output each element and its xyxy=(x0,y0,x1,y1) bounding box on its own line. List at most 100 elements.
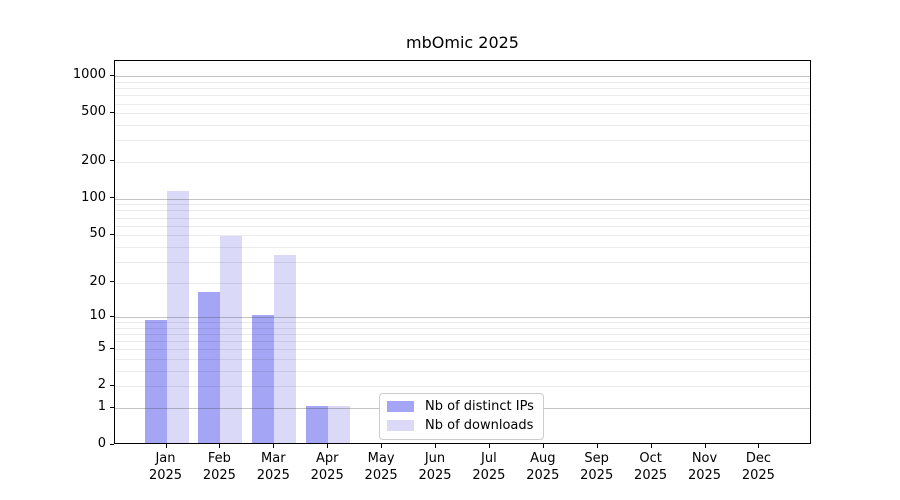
minor-gridline xyxy=(115,140,810,142)
y-tick-mark xyxy=(110,281,114,282)
minor-gridline xyxy=(115,371,810,372)
x-tick-month: Jul xyxy=(481,451,497,466)
x-tick-label: Jun 2025 xyxy=(399,450,471,484)
x-tick-year: 2025 xyxy=(256,468,290,483)
minor-gridline xyxy=(115,282,810,284)
x-tick-month: Dec xyxy=(745,451,771,466)
minor-gridline xyxy=(115,95,810,97)
x-tick-label: Feb 2025 xyxy=(183,450,255,484)
bar-distinct-ips-apr xyxy=(306,406,329,443)
minor-gridline xyxy=(115,225,810,227)
bar-downloads-apr xyxy=(328,406,351,443)
plot-area xyxy=(114,60,811,444)
major-gridline xyxy=(115,317,810,318)
minor-gridline xyxy=(115,386,810,388)
y-tick-label: 50 xyxy=(89,226,106,242)
y-tick-label: 5 xyxy=(97,340,106,356)
y-tick-label: 2 xyxy=(97,377,106,393)
y-tick-mark xyxy=(110,160,114,162)
x-tick-month: Aug xyxy=(530,451,556,466)
legend-item-downloads: Nb of downloads xyxy=(387,418,533,433)
y-tick-mark xyxy=(110,443,114,445)
legend-label-distinct-ips: Nb of distinct IPs xyxy=(425,399,534,414)
legend: Nb of distinct IPs Nb of downloads xyxy=(379,393,544,440)
x-tick-month: Jan xyxy=(155,451,176,466)
x-tick-mark xyxy=(596,444,598,448)
x-tick-mark xyxy=(381,444,383,448)
x-tick-label: Mar 2025 xyxy=(237,450,309,484)
x-tick-year: 2025 xyxy=(741,468,775,483)
x-tick-year: 2025 xyxy=(202,468,236,483)
x-tick-label: Aug 2025 xyxy=(507,450,579,484)
major-gridline xyxy=(115,76,810,78)
x-tick-year: 2025 xyxy=(148,468,183,483)
minor-gridline xyxy=(115,341,810,343)
y-tick-label: 20 xyxy=(89,273,106,289)
x-tick-mark xyxy=(327,444,329,448)
x-tick-label: Nov 2025 xyxy=(669,450,741,484)
legend-swatch-downloads-icon xyxy=(387,420,414,431)
y-tick-label: 0 xyxy=(97,436,106,451)
minor-gridline xyxy=(115,349,810,351)
x-tick-mark xyxy=(219,444,221,448)
x-tick-label: May 2025 xyxy=(345,450,417,484)
legend-swatch-distinct-ips-icon xyxy=(387,401,414,412)
y-tick-mark xyxy=(110,197,114,199)
minor-gridline xyxy=(115,327,810,329)
minor-gridline xyxy=(115,359,810,361)
x-tick-mark xyxy=(758,444,760,448)
minor-gridline xyxy=(115,246,810,248)
chart-title: mbOmic 2025 xyxy=(406,33,519,52)
bar-distinct-ips-feb xyxy=(198,291,221,443)
x-tick-month: Mar xyxy=(261,451,286,466)
bar-downloads-jan xyxy=(166,190,189,443)
bar-downloads-feb xyxy=(220,236,243,443)
x-tick-year: 2025 xyxy=(472,468,506,483)
minor-gridline xyxy=(115,334,810,335)
x-tick-year: 2025 xyxy=(634,468,668,483)
y-tick-mark xyxy=(110,315,114,317)
x-tick-month: Sep xyxy=(584,451,609,466)
legend-item-distinct-ips: Nb of distinct IPs xyxy=(387,399,534,414)
x-tick-year: 2025 xyxy=(418,468,452,483)
y-tick-label: 10 xyxy=(89,308,106,323)
minor-gridline xyxy=(115,103,810,105)
x-tick-year: 2025 xyxy=(364,468,398,483)
major-gridline xyxy=(115,198,810,200)
y-tick-label: 200 xyxy=(81,152,106,168)
y-tick-mark xyxy=(110,111,114,113)
x-tick-mark xyxy=(704,444,706,448)
y-tick-label: 1000 xyxy=(72,67,106,83)
x-tick-label: Jan 2025 xyxy=(130,450,202,484)
x-tick-mark xyxy=(650,444,652,448)
x-tick-year: 2025 xyxy=(310,468,344,483)
x-tick-month: Oct xyxy=(639,451,662,466)
x-tick-mark xyxy=(435,444,436,448)
x-tick-label: Sep 2025 xyxy=(561,450,633,484)
x-tick-mark xyxy=(273,444,275,448)
x-tick-year: 2025 xyxy=(526,468,560,483)
x-tick-month: Jun xyxy=(424,451,446,466)
x-tick-mark xyxy=(542,444,544,448)
x-tick-month: Feb xyxy=(207,451,231,466)
y-tick-label: 1 xyxy=(97,399,106,414)
x-tick-month: Nov xyxy=(691,451,718,466)
y-tick-mark xyxy=(110,233,114,235)
x-tick-mark xyxy=(165,444,167,448)
x-tick-month: May xyxy=(367,451,395,466)
y-tick-mark xyxy=(110,406,114,408)
bar-distinct-ips-mar xyxy=(252,315,275,443)
x-tick-month: Apr xyxy=(315,451,339,466)
minor-gridline xyxy=(115,88,810,90)
x-tick-label: Oct 2025 xyxy=(615,450,687,484)
x-tick-label: Jul 2025 xyxy=(453,450,525,484)
y-tick-mark xyxy=(110,384,114,386)
minor-gridline xyxy=(115,217,810,219)
minor-gridline xyxy=(115,161,810,163)
x-tick-year: 2025 xyxy=(687,468,722,483)
x-tick-mark xyxy=(488,444,490,448)
bar-distinct-ips-jan xyxy=(144,320,167,443)
bar-downloads-mar xyxy=(274,254,297,443)
minor-gridline xyxy=(115,261,810,263)
